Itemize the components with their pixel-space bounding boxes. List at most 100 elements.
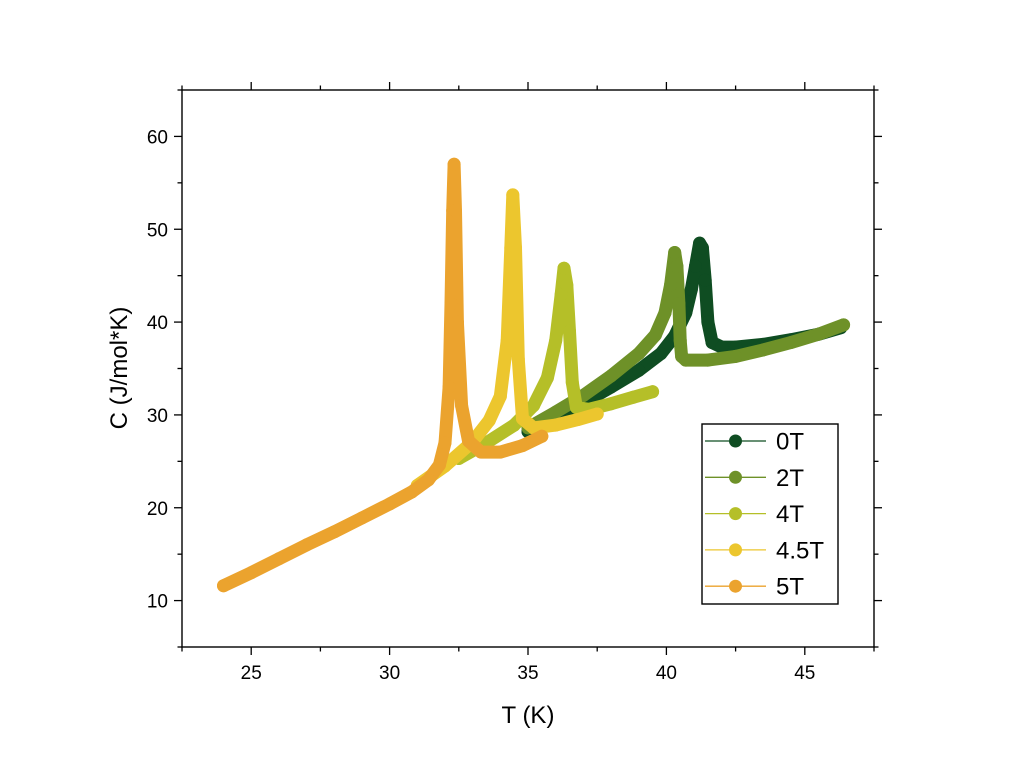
x-tick-label: 45 [794, 663, 815, 684]
data-point [217, 579, 231, 593]
data-point [300, 538, 314, 552]
x-tick-label: 40 [656, 663, 677, 684]
y-tick-label: 30 [147, 406, 168, 427]
data-point [590, 407, 604, 421]
data-point [549, 334, 563, 348]
data-point [565, 375, 579, 389]
data-point [701, 353, 715, 367]
legend: 0T 2T 4T 4.5T 5T [701, 423, 839, 605]
data-point [493, 445, 507, 459]
data-point [632, 363, 646, 377]
data-point [482, 413, 496, 427]
data-point [673, 334, 687, 348]
data-point [837, 318, 851, 332]
data-point [515, 412, 529, 426]
data-point [701, 315, 715, 329]
data-point [450, 315, 464, 329]
data-point [664, 278, 678, 292]
series-line-5T [217, 157, 549, 593]
data-point [705, 336, 719, 350]
data-point [668, 245, 682, 259]
data-point [493, 389, 507, 403]
x-tick-label: 25 [241, 663, 262, 684]
y-tick-label: 40 [147, 313, 168, 334]
legend-label-5T: 5T [776, 574, 804, 601]
data-point [511, 352, 525, 366]
legend-label-2T: 2T [776, 465, 804, 492]
data-point [272, 552, 286, 566]
data-point [455, 399, 469, 413]
data-point [654, 347, 668, 361]
data-point [500, 334, 514, 348]
y-tick-label: 20 [147, 499, 168, 520]
data-point [670, 259, 684, 273]
legend-label-4.5T: 4.5T [776, 537, 824, 564]
data-point [698, 273, 712, 287]
data-point [626, 390, 640, 404]
series-2T [521, 245, 851, 435]
data-point [679, 353, 693, 367]
legend-marker-0T [729, 434, 742, 448]
data-point [438, 436, 452, 450]
x-tick-label: 35 [517, 663, 538, 684]
data-point [812, 327, 826, 341]
data-point [432, 458, 446, 472]
plot-frame [181, 89, 875, 648]
data-point [604, 397, 618, 411]
plot-series [217, 157, 851, 593]
legend-label-0T: 0T [776, 429, 804, 456]
data-point [244, 566, 258, 580]
legend-label-4T: 4T [776, 501, 804, 528]
data-point [563, 324, 577, 338]
data-point [527, 421, 541, 435]
data-point [646, 385, 660, 399]
x-tick-label: 30 [379, 663, 400, 684]
data-point [355, 511, 369, 525]
axis-ticks [174, 82, 882, 655]
legend-marker-5T [729, 579, 742, 593]
data-point [729, 349, 743, 363]
data-point [648, 328, 662, 342]
data-point [535, 429, 549, 443]
y-tick-label: 50 [147, 220, 168, 241]
x-axis-title: T (K) [502, 702, 555, 729]
y-axis-title: C (J/mol*K) [106, 307, 133, 430]
data-point [695, 241, 709, 255]
data-point [527, 399, 541, 413]
data-point [569, 400, 583, 414]
data-point [784, 336, 798, 350]
y-tick-label: 60 [147, 127, 168, 148]
data-point [327, 525, 341, 539]
data-point [715, 340, 729, 354]
data-point [571, 413, 585, 427]
data-point [632, 347, 646, 361]
data-point [684, 283, 698, 297]
data-point [448, 204, 462, 218]
data-point [557, 261, 571, 275]
data-point [509, 241, 523, 255]
data-point [540, 371, 554, 385]
data-point [447, 157, 461, 171]
y-tick-label: 10 [147, 592, 168, 613]
data-point [672, 297, 686, 311]
data-point [474, 445, 488, 459]
data-point [658, 306, 672, 320]
legend-marker-4T [729, 507, 742, 521]
data-point [506, 188, 520, 202]
series-5T [217, 157, 549, 593]
data-point [560, 278, 574, 292]
data-point [515, 439, 529, 453]
data-point [421, 473, 435, 487]
data-point [688, 259, 702, 273]
data-point [383, 497, 397, 511]
data-point [604, 369, 618, 383]
legend-marker-2T [729, 470, 742, 484]
legend-marker-4.5T [729, 543, 742, 557]
data-point [549, 418, 563, 432]
data-point [405, 485, 419, 499]
data-point [442, 380, 456, 394]
tick-labels: 25 30 35 40 45 10 20 30 40 50 60 [147, 127, 816, 684]
data-point [549, 405, 563, 419]
data-point [756, 343, 770, 357]
